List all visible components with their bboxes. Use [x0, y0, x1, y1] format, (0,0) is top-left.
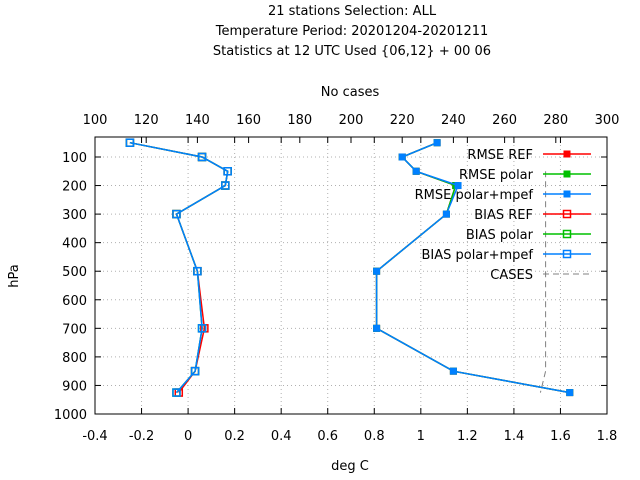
x2-tick-label: 220: [390, 113, 415, 128]
legend-marker: [562, 249, 572, 259]
legend: RMSE REF RMSE polar RMSE polar+mpef BIAS RE…: [415, 148, 591, 283]
series-line: [129, 141, 229, 394]
data-point: [433, 139, 441, 147]
y-tick-label: 900: [62, 379, 87, 394]
data-point: [125, 138, 135, 147]
legend-label: RMSE REF: [467, 148, 533, 163]
x2-tick-label: 120: [134, 113, 159, 128]
x2-axis-label: No cases: [321, 85, 380, 100]
x2-tick-label: 140: [185, 113, 210, 128]
x-tick-label: 1: [417, 429, 425, 444]
series-rmse-polar-mpef: [373, 139, 574, 397]
data-point: [566, 389, 574, 397]
x2-tick-label: 100: [83, 113, 108, 128]
series-line: [129, 141, 229, 394]
y-axis-label: hPa: [7, 264, 22, 287]
x-axis-label: deg C: [331, 459, 369, 474]
y-tick-label: 1000: [54, 408, 87, 423]
y-tick-label: 500: [62, 265, 87, 280]
x-tick-label: 0: [184, 429, 192, 444]
x-tick-label: 1.4: [504, 429, 525, 444]
x2-tick-label: 300: [595, 113, 620, 128]
x2-tick-label: 200: [339, 113, 364, 128]
legend-label: BIAS polar+mpef: [421, 248, 533, 263]
x-tick-label: 1.2: [457, 429, 478, 444]
x-tick-label: 0.8: [364, 429, 385, 444]
title-line-2: Temperature Period: 20201204-20201211: [215, 24, 489, 39]
x-tick-label: 0.4: [271, 429, 292, 444]
series-bias-ref: [125, 138, 232, 397]
data-point: [398, 153, 406, 161]
data-point: [221, 181, 230, 190]
x-tick-label: 0.6: [317, 429, 338, 444]
data-point: [190, 366, 200, 376]
legend-marker: [563, 150, 571, 158]
data-point: [197, 324, 207, 333]
chart-title: 21 stations Selection: ALL Temperature P…: [213, 4, 491, 59]
title-line-1: 21 stations Selection: ALL: [268, 4, 437, 19]
y-tick-label: 800: [62, 351, 87, 366]
grid: [95, 137, 607, 414]
legend-label: RMSE polar: [459, 168, 534, 183]
data-point: [172, 388, 181, 397]
x-tick-label: -0.2: [129, 429, 154, 444]
x-tick-label: 1.8: [597, 429, 618, 444]
legend-label: CASES: [490, 268, 533, 283]
data-point: [197, 152, 207, 162]
series-line: [129, 141, 229, 394]
x-tick-label: -0.4: [82, 429, 107, 444]
data-series: [125, 138, 574, 397]
y-tick-label: 700: [62, 322, 87, 337]
x2-tick-label: 280: [543, 113, 568, 128]
y-tick-label: 300: [62, 208, 87, 223]
x2-tick-label: 180: [287, 113, 312, 128]
series-cases: [539, 171, 547, 393]
data-point: [172, 209, 181, 219]
legend-marker: [562, 229, 572, 239]
legend-marker: [562, 209, 572, 219]
title-line-3: Statistics at 12 UTC Used {06,12} + 00 0…: [213, 44, 491, 59]
data-point: [449, 367, 457, 375]
x-tick-label: 1.6: [550, 429, 571, 444]
x2-tick-label: 160: [236, 113, 261, 128]
x-tick-label: 0.2: [224, 429, 245, 444]
x2-tick-label: 240: [441, 113, 466, 128]
legend-marker: [563, 170, 571, 178]
data-point: [373, 324, 381, 332]
data-point: [223, 167, 232, 176]
y-tick-label: 400: [62, 237, 87, 252]
y-tick-label: 600: [62, 294, 87, 309]
legend-marker: [563, 190, 571, 198]
series-line: [539, 171, 547, 393]
data-point: [412, 167, 420, 175]
y-tick-label: 200: [62, 180, 87, 195]
series-bias-polar-mpef: [125, 138, 232, 397]
legend-label: BIAS REF: [474, 208, 533, 223]
data-point: [442, 210, 450, 218]
y-tick-label: 100: [62, 151, 87, 166]
legend-label: RMSE polar+mpef: [415, 188, 534, 203]
series-bias-polar: [125, 138, 232, 397]
data-point: [373, 267, 381, 275]
x2-tick-label: 260: [492, 113, 517, 128]
legend-label: BIAS polar: [466, 228, 534, 243]
data-point: [193, 266, 202, 276]
data-point: [454, 182, 462, 190]
axes: -0.4 -0.2 0 0.2 0.4 0.6 0.8 1 1.2 1.4 1.6 1.8 100 120…: [54, 113, 620, 444]
